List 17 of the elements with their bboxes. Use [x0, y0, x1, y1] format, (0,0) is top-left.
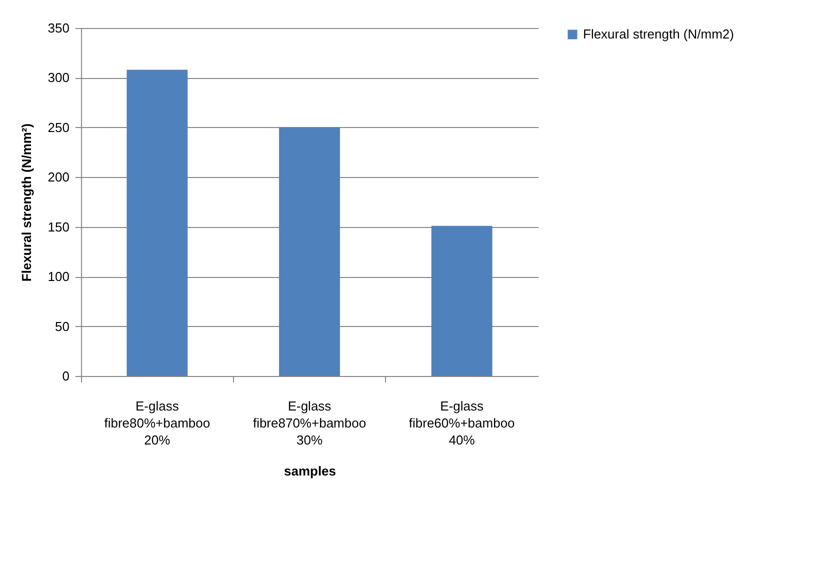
- y-tick-label: 50: [55, 318, 70, 334]
- x-tick-label: E-glass fibre870%+bamboo 30%: [252, 398, 366, 448]
- y-tick-label: 0: [62, 368, 70, 384]
- x-tick-label: E-glass fibre60%+bamboo 40%: [408, 398, 515, 448]
- y-tick-label: 300: [48, 70, 70, 86]
- x-axis-title: samples: [284, 464, 336, 478]
- y-tick-label: 250: [48, 120, 70, 135]
- bar: [279, 127, 340, 376]
- bar: [126, 70, 188, 376]
- y-tick-label: 200: [48, 170, 70, 185]
- x-tick-label: E-glass fibre80%+bamboo 20%: [104, 398, 210, 448]
- legend-label: Flexural strength (N/mm2): [583, 26, 734, 42]
- y-tick-label: 150: [48, 219, 70, 234]
- y-tick-label: 100: [48, 269, 70, 284]
- bar: [431, 226, 492, 376]
- y-axis-title: Flexural strength (N/mm²): [18, 123, 34, 282]
- y-tick-label: 350: [48, 20, 70, 36]
